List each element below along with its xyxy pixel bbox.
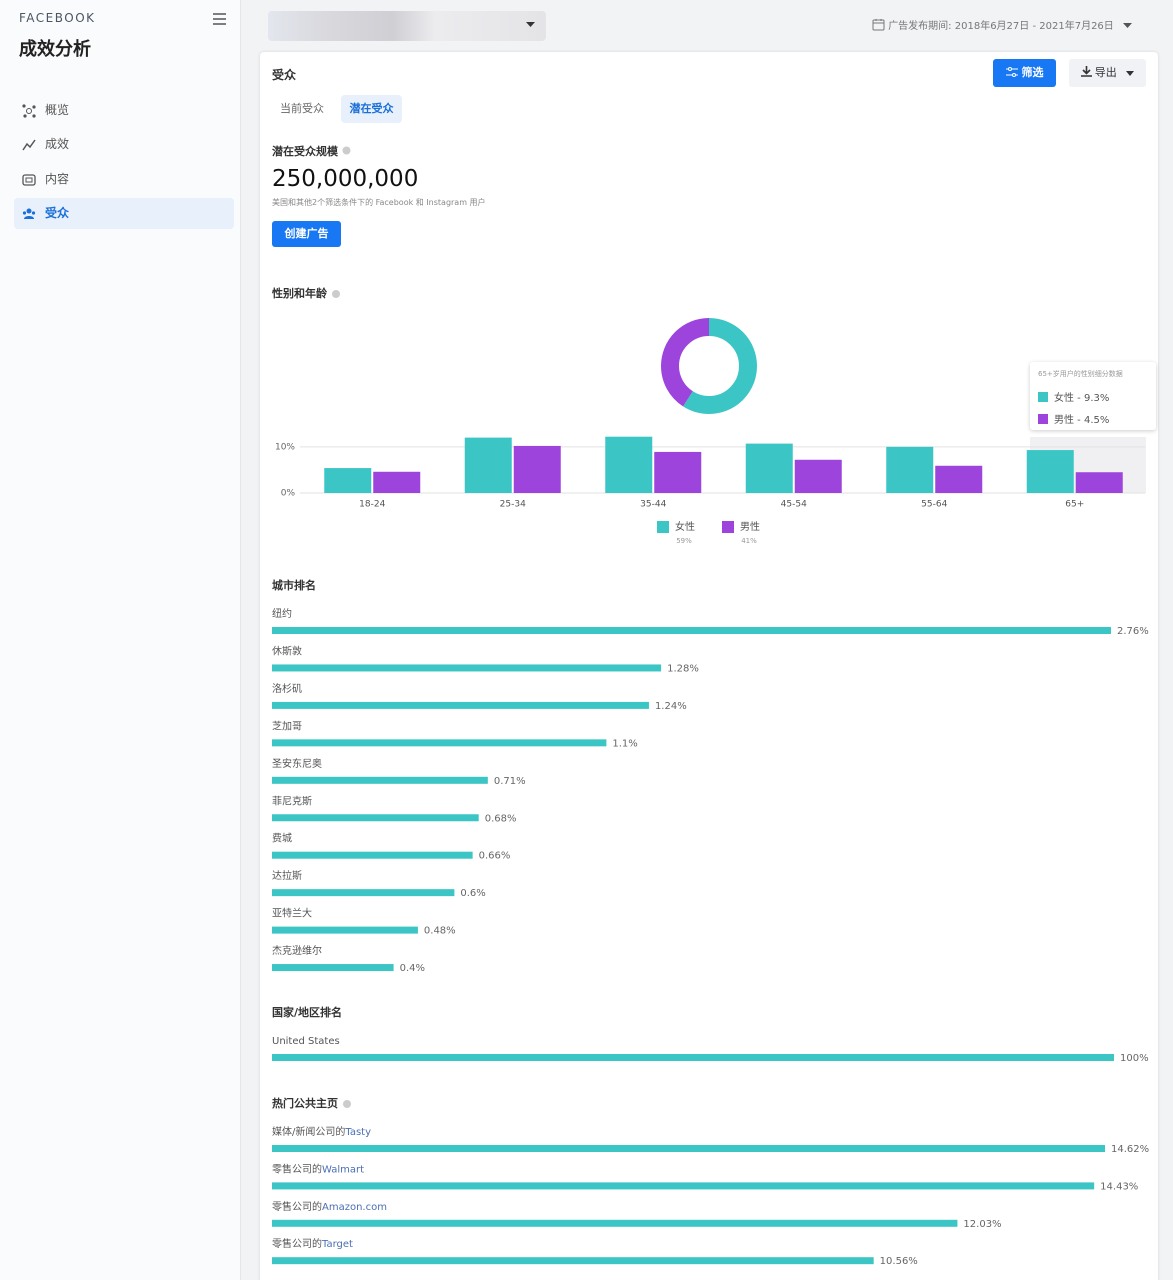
nav-label: 成效 (45, 137, 70, 151)
nav-label: 概览 (45, 103, 70, 117)
nav-item[interactable]: 受众 (14, 198, 234, 229)
nav-label: 受众 (45, 206, 70, 220)
brand: FACEBOOK (19, 11, 96, 25)
page-title: 成效分析 (19, 39, 91, 60)
nav-item[interactable]: 成效 (14, 129, 234, 160)
create-ad-button[interactable]: 创建广告 (272, 221, 341, 247)
nav-item[interactable]: 内容 (14, 164, 234, 195)
nav-icon (22, 104, 36, 118)
nav-item[interactable]: 概览 (14, 95, 234, 126)
tooltip: 65+岁用户的性别细分数据 女性 - 9.3% 男性 - 4.5% (1030, 362, 1156, 430)
info-icon (342, 146, 351, 155)
tooltip-title: 65+岁用户的性别细分数据 (1038, 370, 1123, 378)
nav-icon (22, 208, 36, 219)
panel-title: 受众 (272, 68, 297, 82)
export-label: 导出 (1094, 66, 1117, 79)
tab-active[interactable]: 潜在受众 (341, 95, 402, 123)
section-title: 潜在受众规模 (272, 143, 351, 159)
nav-icon (22, 174, 36, 186)
tooltip-text: 女性 - 9.3% (1054, 393, 1110, 404)
download-icon (1080, 66, 1092, 77)
account-selector[interactable] (268, 11, 546, 41)
tooltip-item: 男性 - 4.5% (1038, 411, 1109, 426)
tooltip-swatch (1038, 392, 1048, 402)
tooltip-swatch (1038, 414, 1048, 424)
filter-button[interactable]: 筛选 (993, 59, 1056, 87)
dropdown-caret (526, 22, 535, 27)
filter-icon (1005, 67, 1018, 77)
nav-label: 内容 (45, 172, 70, 186)
tooltip-item: 女性 - 9.3% (1038, 389, 1109, 404)
filter-label: 筛选 (1021, 66, 1044, 79)
tab[interactable]: 当前受众 (280, 102, 324, 115)
tooltip-text: 男性 - 4.5% (1054, 415, 1110, 426)
date-value: 2018年6月27日 - 2021年7月26日 (954, 21, 1114, 32)
menu-icon[interactable] (212, 12, 227, 26)
date-label: 广告发布期间: (888, 21, 952, 32)
audience-note: 美国和其他2个筛选条件下的 Facebook 和 Instagram 用户 (272, 198, 486, 207)
sidebar: FACEBOOK 成效分析 概览 成效 内容 受众 (0, 0, 241, 1280)
section-title-text: 潜在受众规模 (272, 145, 338, 158)
calendar-icon (872, 19, 885, 31)
export-button[interactable]: 导出 (1069, 59, 1146, 87)
dropdown-caret (1126, 71, 1135, 76)
dropdown-caret (1122, 23, 1132, 28)
audience-panel (260, 52, 1158, 1280)
audience-size: 250,000,000 (272, 166, 419, 192)
date-range[interactable]: 广告发布期间: 2018年6月27日 - 2021年7月26日 (872, 17, 1132, 32)
nav-icon (22, 139, 36, 151)
